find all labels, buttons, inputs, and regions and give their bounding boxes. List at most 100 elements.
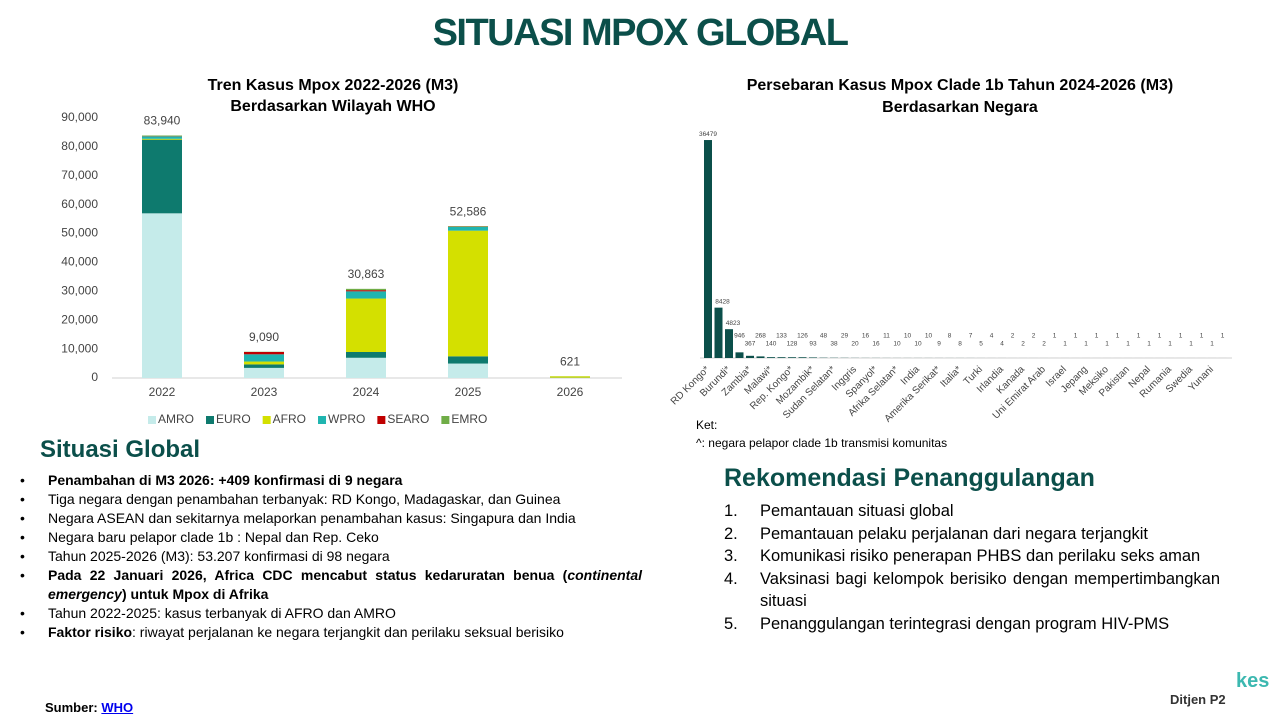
value-label: 93	[809, 341, 817, 348]
value-label: 1	[1084, 341, 1088, 348]
bar	[704, 140, 712, 358]
total-label: 9,090	[249, 330, 279, 344]
value-label: 1	[1063, 341, 1067, 348]
y-tick-label: 20,000	[61, 312, 98, 326]
legend-label: EURO	[216, 412, 251, 426]
global-list: Penambahan di M3 2026: +409 konfirmasi d…	[20, 471, 642, 642]
value-label: 16	[862, 333, 870, 340]
list-item: Tiga negara dengan penambahan terbanyak:…	[20, 490, 642, 509]
value-label: 133	[776, 333, 787, 340]
value-label: 1	[1158, 333, 1162, 340]
value-label: 140	[766, 341, 777, 348]
value-label: 29	[841, 333, 849, 340]
total-label: 83,940	[144, 114, 181, 128]
bar-segment	[346, 288, 386, 291]
legend-label: AMRO	[158, 412, 194, 426]
text-run: Negara ASEAN dan sekitarnya melaporkan p…	[48, 510, 576, 526]
item-text: Pemantauan situasi global	[760, 502, 954, 520]
value-label: 367	[745, 341, 756, 348]
bar-segment	[448, 226, 488, 231]
x-tick-label: 2023	[251, 385, 278, 399]
value-label: 16	[872, 341, 880, 348]
note-line: Ket:	[696, 418, 718, 432]
value-label: 1	[1116, 333, 1120, 340]
total-label: 52,586	[450, 204, 487, 218]
value-label: 946	[734, 333, 745, 340]
bar	[777, 357, 786, 358]
legend-swatch	[206, 416, 214, 424]
value-label: 11	[883, 333, 890, 340]
text-run: ) untuk Mpox di Afrika	[121, 586, 269, 602]
y-tick-label: 60,000	[61, 197, 98, 211]
item-number: 5.	[724, 614, 738, 633]
text-run: Tahun 2022-2025: kasus terbanyak di AFRO…	[48, 605, 396, 621]
value-label: 2	[1021, 341, 1025, 348]
value-label: 10	[914, 341, 922, 348]
value-label: 1	[1210, 341, 1214, 348]
value-label: 2	[1042, 341, 1046, 348]
list-item: 2. Pemantauan pelaku perjalanan dari nega…	[724, 523, 1220, 546]
chart-title: Tren Kasus Mpox 2022-2026 (M3)	[208, 77, 459, 94]
value-label: 1	[1105, 341, 1109, 348]
section-heading: Situasi Global	[40, 436, 201, 463]
value-label: 2	[1032, 333, 1036, 340]
source-link[interactable]: WHO	[101, 700, 134, 715]
section-heading: Rekomendasi Penanggulangan	[724, 464, 1095, 492]
value-label: 5	[979, 341, 983, 348]
note-line: ^: negara pelapor clade 1b transmisi kom…	[696, 436, 948, 450]
legend-swatch	[377, 416, 386, 424]
bar	[714, 307, 723, 358]
legend-swatch	[262, 416, 271, 424]
item-text: Komunikasi risiko penerapan PHBS dan per…	[760, 547, 1201, 565]
x-tick-label: 2025	[455, 385, 482, 399]
bar-segment	[448, 356, 488, 364]
list-item: Faktor risiko: riwayat perjalanan ke neg…	[20, 623, 642, 642]
total-label: 621	[560, 354, 580, 368]
y-tick-label: 80,000	[61, 139, 98, 153]
source-label: Sumber:	[45, 700, 98, 715]
text-run: Tahun 2025-2026 (M3): 53.207 konfirmasi …	[48, 548, 390, 564]
legend-swatch	[318, 416, 327, 424]
y-tick-label: 30,000	[61, 284, 98, 298]
legend-label: WPRO	[328, 412, 365, 426]
item-number: 2.	[724, 524, 738, 543]
legend-label: EMRO	[451, 412, 487, 426]
bar-segment	[142, 135, 182, 137]
bar	[767, 357, 775, 358]
logo-text: kes	[1236, 670, 1270, 692]
value-label: 10	[893, 341, 901, 348]
value-label: 1	[1168, 341, 1172, 348]
bar-segment	[346, 291, 386, 299]
list-item: Negara baru pelapor clade 1b : Nepal dan…	[20, 528, 642, 547]
value-label: 1	[1095, 333, 1099, 340]
text-run: continental emergency	[48, 567, 642, 602]
bar-segment	[142, 138, 182, 140]
legend-swatch	[148, 416, 156, 424]
value-label: 20	[851, 341, 859, 348]
value-label: 268	[755, 333, 766, 340]
slide-title: SITUASI MPOX GLOBAL	[432, 12, 849, 54]
value-label: 10	[925, 333, 933, 340]
list-item: Penambahan di M3 2026: +409 konfirmasi d…	[20, 471, 642, 490]
list-item: Negara ASEAN dan sekitarnya melaporkan p…	[20, 509, 642, 528]
y-tick-label: 90,000	[61, 110, 98, 124]
x-tick-label: Italia*	[939, 364, 965, 390]
bar-segment	[346, 352, 386, 358]
list-item: Tahun 2025-2026 (M3): 53.207 konfirmasi …	[20, 547, 642, 566]
value-label: 48	[820, 333, 828, 340]
bar-segment	[244, 364, 284, 368]
list-item: 4. Vaksinasi bagi kelompok berisiko denga…	[724, 568, 1220, 613]
legend-label: AFRO	[273, 412, 306, 426]
list-item: 3. Komunikasi risiko penerapan PHBS dan p…	[724, 545, 1220, 568]
y-tick-label: 40,000	[61, 255, 98, 269]
y-tick-label: 50,000	[61, 226, 98, 240]
list-item: 1. Pemantauan situasi global	[724, 500, 1220, 523]
value-label: 1	[1221, 333, 1225, 340]
bar-segment	[346, 290, 386, 292]
value-label: 9	[937, 341, 941, 348]
text-run: Faktor risiko	[48, 624, 133, 640]
value-label: 1	[1053, 333, 1057, 340]
item-text: Penanggulangan terintegrasi dengan progr…	[760, 614, 1170, 633]
list-item: Pada 22 Januari 2026, Africa CDC mencabu…	[20, 566, 642, 604]
